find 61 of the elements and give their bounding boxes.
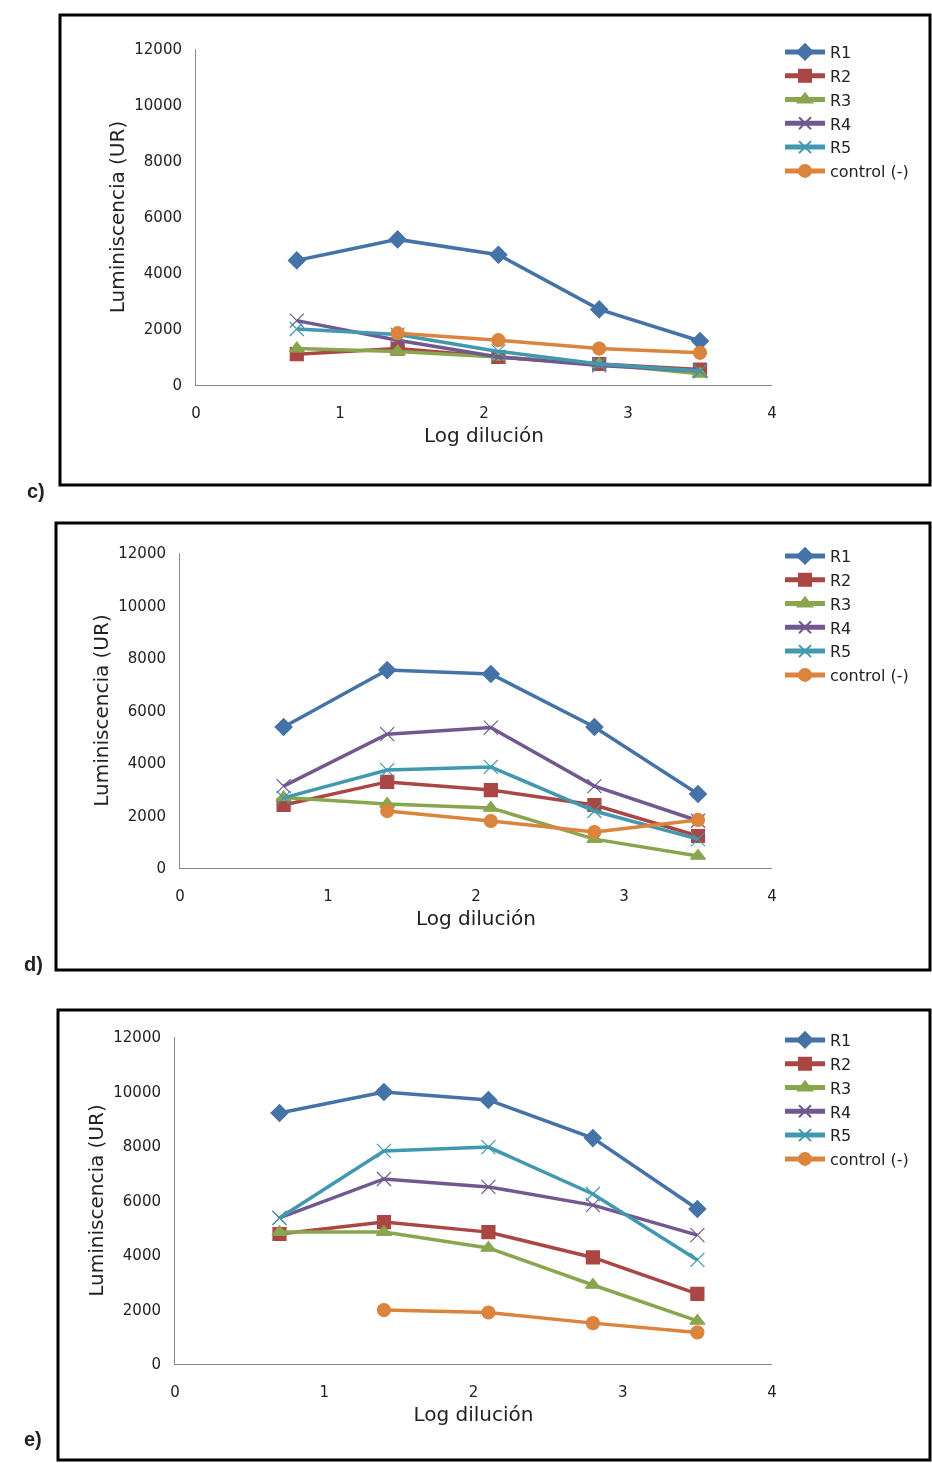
x-tick-label: 3 xyxy=(623,404,633,422)
legend-label: R3 xyxy=(830,594,852,614)
legend-label: R5 xyxy=(830,138,852,158)
x-tick-label: 4 xyxy=(767,404,777,422)
y-tick-label: 8000 xyxy=(127,649,166,668)
y-tick-label: 2000 xyxy=(143,320,182,339)
y-tick-label: 0 xyxy=(172,376,182,395)
legend-label: R4 xyxy=(830,1102,852,1122)
y-tick-label: 8000 xyxy=(143,152,182,171)
legend-label: R4 xyxy=(830,114,852,134)
y-axis-title: Luminiscencia (UR) xyxy=(104,120,129,314)
y-tick-label: 4000 xyxy=(122,1246,161,1265)
text: c) xyxy=(27,480,45,502)
y-tick-label: 10000 xyxy=(113,1082,161,1101)
legend-label: R1 xyxy=(830,547,852,567)
legend-label: R1 xyxy=(830,1031,852,1051)
legend-label: R3 xyxy=(830,1078,852,1098)
text: d) xyxy=(24,953,43,975)
y-tick-label: 0 xyxy=(156,859,166,878)
legend-label: R3 xyxy=(830,90,852,110)
legend-label: control (-) xyxy=(830,666,909,686)
y-tick-label: 2000 xyxy=(127,806,166,825)
y-tick-label: 12000 xyxy=(113,1028,161,1047)
x-tick-label: 0 xyxy=(191,404,201,422)
y-tick-label: 4000 xyxy=(143,264,182,283)
x-tick-label: 1 xyxy=(323,887,333,905)
x-tick-label: 2 xyxy=(479,404,489,422)
legend-label: R1 xyxy=(830,43,852,63)
y-axis-title: Luminiscencia (UR) xyxy=(88,614,113,807)
legend-label: R2 xyxy=(830,570,852,590)
y-axis-title: Luminiscencia (UR) xyxy=(83,1104,108,1297)
y-tick-label: 8000 xyxy=(122,1137,161,1156)
x-axis-title: Log dilución xyxy=(413,1401,534,1426)
x-tick-label: 3 xyxy=(619,887,629,905)
x-axis-title: Log dilución xyxy=(415,905,537,930)
y-tick-label: 4000 xyxy=(127,754,166,773)
legend-label: R2 xyxy=(830,1054,852,1074)
legend-label: control (-) xyxy=(830,162,909,182)
legend-label: R2 xyxy=(830,66,852,86)
y-tick-label: 6000 xyxy=(122,1191,161,1210)
y-tick-label: 10000 xyxy=(118,596,166,615)
x-tick-label: 3 xyxy=(617,1383,628,1401)
legend-label: R5 xyxy=(830,642,852,662)
x-tick-label: 1 xyxy=(319,1383,330,1401)
y-tick-label: 10000 xyxy=(134,96,182,115)
y-tick-label: 12000 xyxy=(118,544,166,563)
x-tick-label: 4 xyxy=(767,887,777,905)
text: e) xyxy=(24,1428,42,1450)
y-tick-label: 12000 xyxy=(134,40,182,59)
x-tick-label: 4 xyxy=(767,1383,777,1401)
x-tick-label: 2 xyxy=(471,887,481,905)
x-tick-label: 1 xyxy=(335,404,345,422)
x-axis-title: Log dilución xyxy=(423,422,545,447)
legend-label: control (-) xyxy=(830,1150,909,1170)
legend-label: R4 xyxy=(830,618,852,638)
legend-label: R5 xyxy=(830,1126,852,1146)
y-tick-label: 2000 xyxy=(122,1300,161,1319)
x-tick-label: 2 xyxy=(468,1383,479,1401)
y-tick-label: 6000 xyxy=(127,701,166,720)
y-tick-label: 6000 xyxy=(143,208,182,227)
y-tick-label: 0 xyxy=(151,1355,161,1374)
